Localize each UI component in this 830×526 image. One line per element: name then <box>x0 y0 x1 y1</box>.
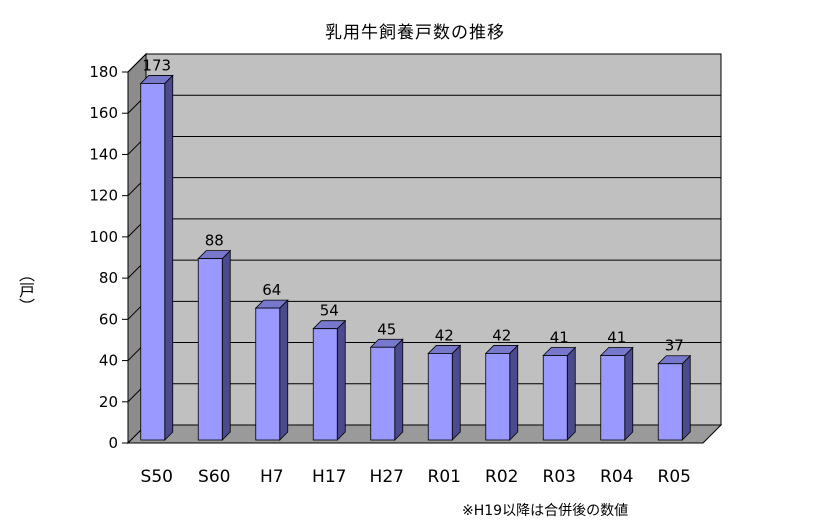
data-label: 54 <box>320 302 339 320</box>
bar-front-face <box>197 258 223 441</box>
bar-side-face <box>681 354 691 441</box>
data-label: 42 <box>492 326 511 344</box>
bar-front-face <box>255 307 281 441</box>
bar <box>484 344 519 441</box>
x-category-label: R03 <box>543 467 576 487</box>
y-tick-label: 20 <box>99 393 118 411</box>
bar-side-face <box>509 344 519 441</box>
x-category-label: S60 <box>198 467 230 487</box>
bar-front-face <box>312 328 338 441</box>
data-label: 42 <box>435 326 454 344</box>
y-tick-label: 60 <box>99 310 118 328</box>
x-category-label: H27 <box>370 467 404 487</box>
x-category-label: H7 <box>260 467 284 487</box>
bar-front-face <box>427 353 453 441</box>
bar-side-face <box>451 344 461 441</box>
data-label: 37 <box>665 337 684 355</box>
data-label: 41 <box>607 328 626 346</box>
y-tick-label: 120 <box>89 187 118 205</box>
bar <box>542 346 577 441</box>
y-tick-label: 140 <box>89 145 118 163</box>
bar <box>427 344 462 441</box>
labels: 173 S50 88 S60 64 H7 54 H17 45 H27 42 R01 42 R02 41 R03… <box>141 56 691 487</box>
x-category-label: H17 <box>312 467 346 487</box>
chart-title: 乳用牛飼養戸数の推移 <box>325 23 505 43</box>
bar-side-face <box>624 346 634 441</box>
gridline <box>127 53 721 73</box>
x-category-label: S50 <box>141 467 173 487</box>
bar <box>657 354 692 441</box>
data-label: 64 <box>262 281 281 299</box>
bar <box>197 249 232 441</box>
x-category-label: R02 <box>485 467 518 487</box>
y-tick-label: 160 <box>89 104 118 122</box>
bar-front-face <box>600 355 626 441</box>
x-category-label: R04 <box>600 467 633 487</box>
y-axis: 0 20 40 60 80 100 120 140 160 180 <box>89 63 129 452</box>
bar-front-face <box>485 353 511 441</box>
bar-front-face <box>140 83 166 441</box>
bars <box>139 74 692 441</box>
bar-side-face <box>394 338 404 441</box>
y-tick-label: 40 <box>99 352 118 370</box>
bar <box>369 338 404 441</box>
bar-side-face <box>336 319 346 441</box>
bar-side-face <box>279 299 289 441</box>
bar-front-face <box>370 346 396 441</box>
x-category-label: R05 <box>658 467 691 487</box>
bar <box>254 299 289 441</box>
bar-side-face <box>164 74 174 441</box>
y-axis-unit-label: （戸） <box>16 266 35 314</box>
data-label: 88 <box>205 232 224 250</box>
y-tick-label: 100 <box>89 228 118 246</box>
footnote: ※H19以降は合併後の数値 <box>462 503 629 519</box>
y-tick-label: 0 <box>108 434 118 452</box>
bar-front-face <box>542 355 568 441</box>
bar <box>139 74 174 441</box>
bar-side-face <box>221 249 231 441</box>
x-category-label: R01 <box>428 467 461 487</box>
data-label: 45 <box>377 320 396 338</box>
bar <box>599 346 634 441</box>
y-tick-label: 180 <box>89 63 118 81</box>
bar <box>312 319 347 441</box>
y-tick-label: 80 <box>99 269 118 287</box>
bar-front-face <box>657 363 683 441</box>
bar-side-face <box>566 346 576 441</box>
data-label: 41 <box>550 328 569 346</box>
data-label: 173 <box>142 56 171 74</box>
